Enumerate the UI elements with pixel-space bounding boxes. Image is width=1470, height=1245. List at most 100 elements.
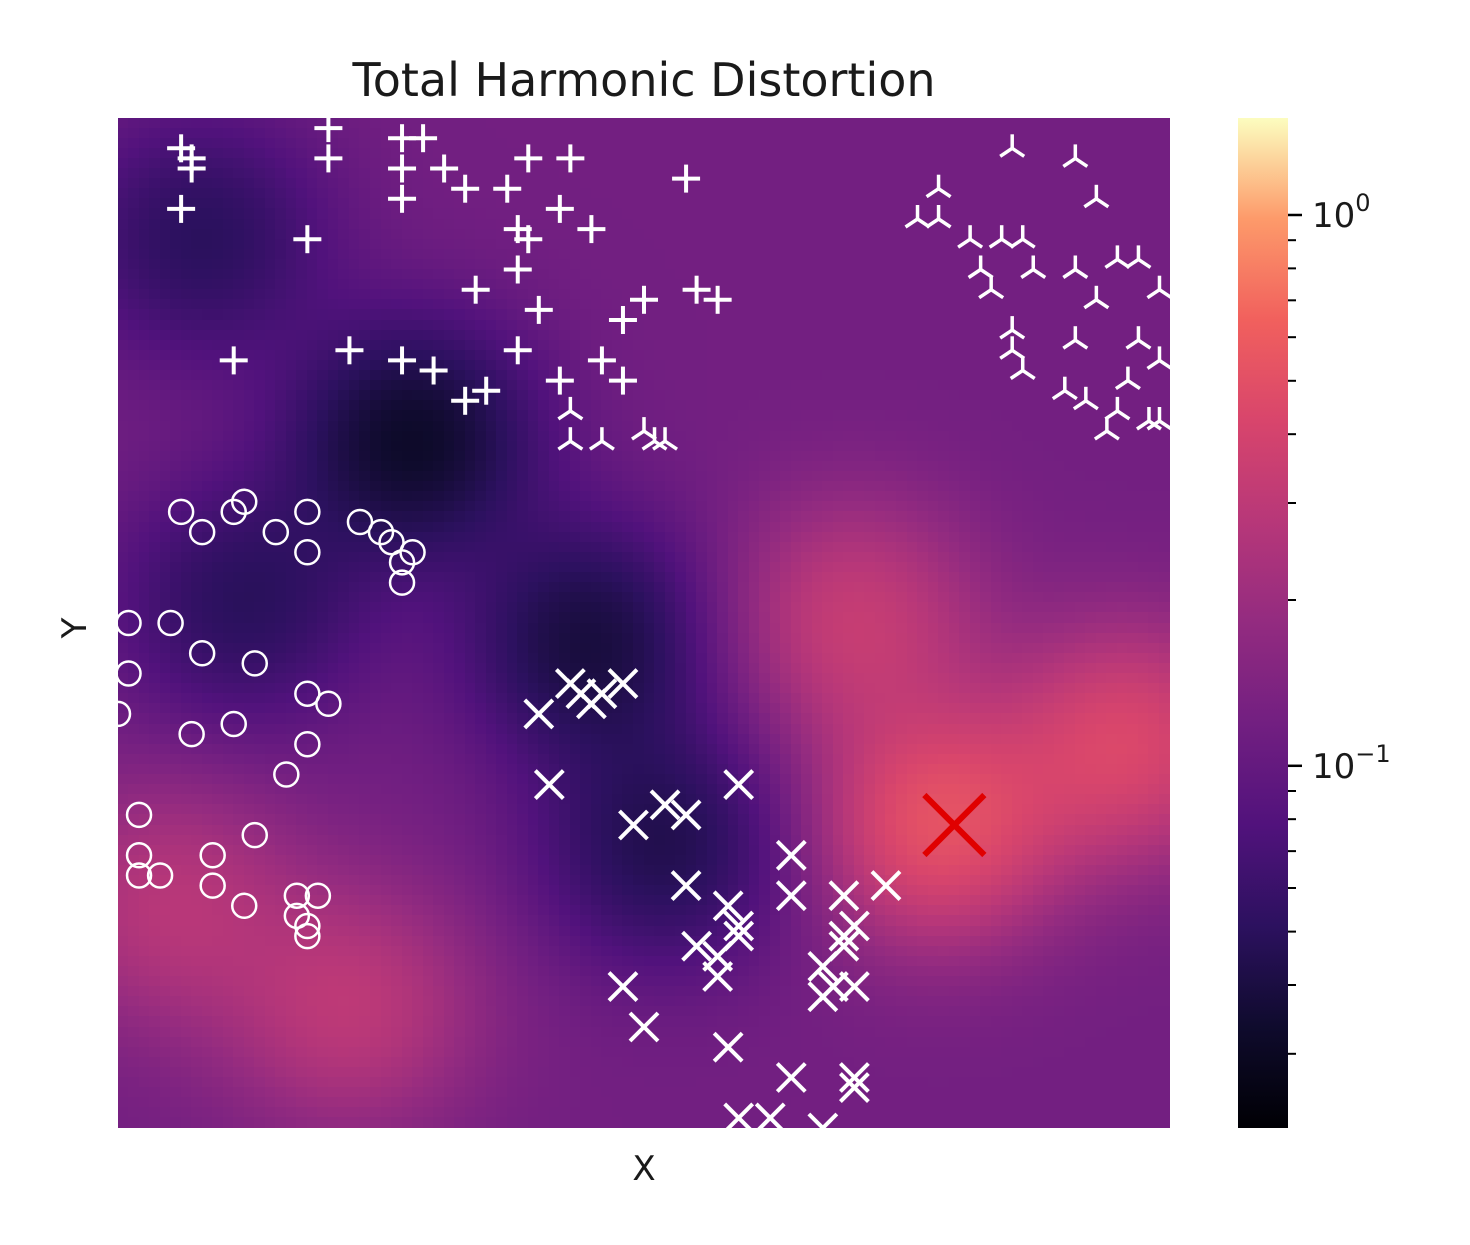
y-axis-label: Y <box>55 617 95 639</box>
marker-plus <box>335 336 364 365</box>
marker-x <box>807 981 839 1013</box>
marker-x <box>533 769 565 801</box>
marker-plus <box>514 225 543 254</box>
marker-plus <box>430 154 459 183</box>
marker-x <box>670 799 702 831</box>
marker-x <box>807 950 839 982</box>
marker-plus <box>388 154 417 183</box>
marker-x <box>670 870 702 902</box>
chart-title: Total Harmonic Distortion <box>351 53 935 107</box>
marker-plus <box>524 295 553 324</box>
marker-circle <box>125 842 153 869</box>
marker-circle <box>146 862 174 889</box>
marker-tri_down <box>1083 285 1110 310</box>
marker-x <box>628 1011 660 1043</box>
marker-x <box>838 910 870 942</box>
marker-tri_down <box>1009 225 1036 249</box>
marker-circle <box>294 912 321 940</box>
marker-circle <box>315 690 342 718</box>
heatmap-canvas <box>118 118 1170 1128</box>
marker-plus <box>545 366 574 395</box>
marker-circle <box>178 720 205 748</box>
colorbar-tick-label: 10−1 <box>1312 740 1391 787</box>
marker-tri_down <box>1093 417 1120 441</box>
marker-tri_down <box>1020 255 1047 279</box>
marker-circle <box>367 518 395 546</box>
marker-circle <box>118 609 142 637</box>
marker-plus <box>472 376 501 405</box>
x-axis-label: X <box>632 1149 655 1189</box>
marker-plus <box>514 144 543 173</box>
marker-circle <box>399 539 426 566</box>
marker-tri_down <box>1146 407 1170 431</box>
marker-plus <box>293 225 322 254</box>
colorbar-ticks: 100 10−1 <box>1288 189 1391 1055</box>
marker-circle <box>283 902 311 930</box>
marker-circle <box>241 821 269 849</box>
marker-x <box>607 971 639 1003</box>
marker-circle <box>199 872 226 899</box>
marker-plus <box>451 174 480 203</box>
colorbar-gradient <box>1238 118 1288 1128</box>
marker-plus <box>545 194 574 223</box>
marker-plus <box>493 174 522 203</box>
marker-circle <box>188 640 216 667</box>
marker-tri_down <box>1146 275 1170 300</box>
marker-circle <box>294 498 321 526</box>
marker-plus <box>388 184 417 213</box>
marker-x <box>807 1112 839 1128</box>
marker-tri_down <box>1083 184 1110 209</box>
marker-tri_down <box>1125 245 1152 269</box>
marker-circle <box>118 700 132 728</box>
marker-plus <box>703 285 732 314</box>
colorbar: 100 10−1 <box>1238 118 1391 1128</box>
marker-circle <box>241 650 269 677</box>
marker-circle <box>220 498 247 526</box>
marker-tri_down <box>1125 326 1152 350</box>
marker-x <box>712 1031 744 1063</box>
marker-tri_down <box>1062 144 1089 168</box>
marker-tri_down <box>925 174 952 199</box>
marker-circle <box>346 508 374 536</box>
marker-x <box>618 809 649 841</box>
marker-circle <box>294 922 321 950</box>
marker-tri_down <box>557 427 584 451</box>
marker-circle <box>199 842 226 869</box>
marker-tri_down <box>1072 386 1099 411</box>
marker-circle <box>125 801 153 829</box>
marker-tri_down <box>1062 255 1089 279</box>
marker-plus <box>388 346 417 375</box>
marker-plus <box>630 285 658 314</box>
marker-plus <box>682 275 711 304</box>
marker-circle <box>230 488 258 516</box>
marker-tri_down <box>999 134 1026 158</box>
marker-circle <box>125 862 153 889</box>
marker-circle <box>294 539 321 566</box>
marker-tri_down <box>999 316 1026 340</box>
marker-circle <box>167 498 195 526</box>
marker-x <box>649 789 681 821</box>
marker-x <box>723 910 755 942</box>
marker-plus <box>503 336 532 365</box>
marker-x <box>712 890 744 922</box>
marker-tri_down <box>1009 356 1036 380</box>
marker-circle <box>388 569 416 596</box>
marker-circle <box>230 892 258 920</box>
marker-x <box>723 769 755 801</box>
marker-x <box>838 1062 870 1093</box>
marker-x <box>681 930 713 962</box>
marker-x <box>870 870 902 902</box>
heatmap <box>118 118 1170 1128</box>
marker-tri_down <box>978 275 1005 300</box>
marker-tri_down <box>557 396 584 421</box>
marker-plus <box>314 144 343 173</box>
marker-plus <box>461 275 490 304</box>
marker-x <box>838 971 870 1003</box>
marker-tri_down <box>925 205 952 229</box>
highlight-marker <box>922 792 987 858</box>
marker-plus <box>577 215 606 244</box>
marker-tri_down <box>957 225 984 249</box>
marker-x <box>828 880 860 912</box>
marker-circle <box>294 730 321 758</box>
